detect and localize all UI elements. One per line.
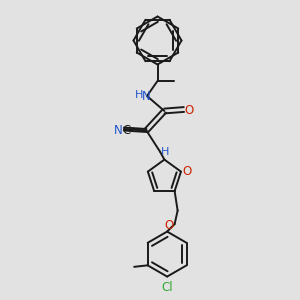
Text: H: H xyxy=(135,90,144,100)
Text: Cl: Cl xyxy=(161,281,173,294)
Text: C: C xyxy=(122,124,130,137)
Text: O: O xyxy=(165,219,174,232)
Text: O: O xyxy=(185,103,194,117)
Text: N: N xyxy=(142,89,151,103)
Text: N: N xyxy=(114,124,123,137)
Text: H: H xyxy=(161,147,170,157)
Text: O: O xyxy=(182,165,192,178)
